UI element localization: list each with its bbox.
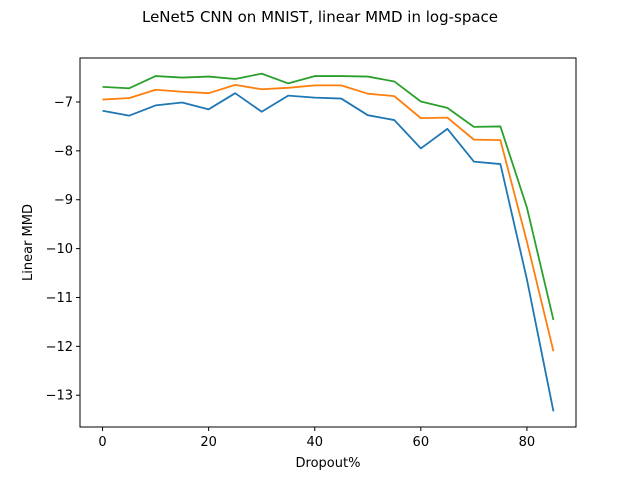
y-tick-label: −9 — [54, 193, 73, 208]
plot-area-frame — [79, 57, 577, 428]
x-tick-label: 60 — [413, 435, 430, 450]
y-tick-label: −8 — [54, 144, 73, 159]
series-group — [102, 72, 555, 412]
x-tick-label: 20 — [200, 435, 217, 450]
y-tick-label: −10 — [46, 242, 73, 257]
y-tick-label: −12 — [46, 340, 73, 355]
x-axis-label: Dropout% — [296, 456, 361, 471]
x-tick-label: 80 — [519, 435, 536, 450]
y-axis-ticks: −13 −12 −11 −10 −9 −8 −7 — [46, 95, 80, 404]
x-tick-label: 40 — [306, 435, 323, 450]
chart-title: LeNet5 CNN on MNIST, linear MMD in log-s… — [142, 8, 498, 26]
y-tick-label: −7 — [54, 95, 73, 110]
series-line-1 — [102, 92, 555, 412]
x-axis-ticks: 0 20 40 60 80 — [98, 427, 535, 450]
series-line-3 — [102, 72, 555, 321]
x-tick-label: 0 — [98, 435, 106, 450]
series-line-2 — [102, 83, 555, 352]
y-axis-label: Linear MMD — [21, 204, 36, 281]
y-tick-label: −13 — [46, 389, 73, 404]
y-tick-label: −11 — [46, 291, 73, 306]
